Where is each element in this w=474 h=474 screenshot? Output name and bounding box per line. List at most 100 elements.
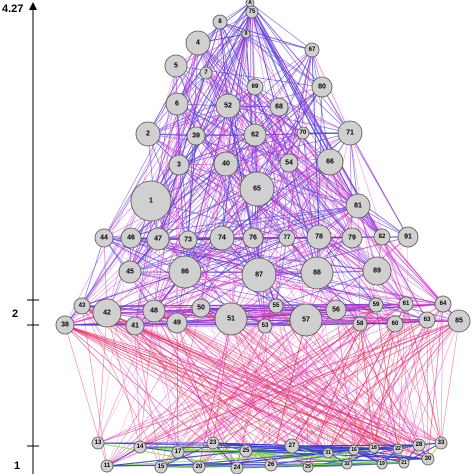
graph-edge xyxy=(327,452,383,465)
node-label: 15 xyxy=(158,464,165,470)
node-circle xyxy=(239,444,253,458)
graph-edge xyxy=(245,33,351,134)
graph-edge xyxy=(349,132,407,305)
node-circle xyxy=(278,229,296,247)
node-circle xyxy=(242,227,264,249)
node-circle xyxy=(348,444,360,456)
graph-edge xyxy=(302,132,353,239)
graph-edge xyxy=(397,303,407,450)
node-circle xyxy=(418,311,436,329)
axis-arrow-icon xyxy=(29,2,37,10)
graph-edge xyxy=(176,322,375,449)
graph-node: 63 xyxy=(418,311,436,329)
axis-tick-label-top: 4.27 xyxy=(2,3,23,15)
graph-edge xyxy=(427,303,444,460)
graph-edge xyxy=(375,304,442,444)
node-label: 33 xyxy=(438,440,445,446)
node-label: 50 xyxy=(197,305,205,312)
graph-edge xyxy=(236,274,260,469)
graph-node: 76 xyxy=(242,227,264,249)
graph-edge xyxy=(103,237,420,446)
graph-edge xyxy=(129,271,375,449)
node-circle xyxy=(289,303,323,337)
node-label: 26 xyxy=(268,462,275,468)
node-label: 85 xyxy=(455,318,463,325)
graph-edge xyxy=(129,271,399,450)
graph-node: 70 xyxy=(296,126,310,140)
node-circle xyxy=(199,66,213,80)
graph-node: 67 xyxy=(304,42,320,58)
node-label: 78 xyxy=(315,234,323,241)
node-label: 38 xyxy=(61,322,69,329)
node-circle xyxy=(398,296,414,312)
node-circle xyxy=(341,458,353,470)
graph-node: 49 xyxy=(166,312,188,334)
node-label: 68 xyxy=(275,104,283,111)
graph-node: 51 xyxy=(214,302,248,336)
node-circle xyxy=(135,121,161,147)
node-label: 28 xyxy=(416,442,423,448)
graph-node: 32 xyxy=(341,458,353,470)
graph-node: 79 xyxy=(341,227,363,249)
graph-edge xyxy=(139,319,307,448)
node-label: 86 xyxy=(181,269,189,276)
node-circle xyxy=(73,297,91,315)
graph-edge xyxy=(197,42,460,322)
graph-edge xyxy=(200,106,280,309)
node-label: 66 xyxy=(326,159,334,166)
graph-node: 39 xyxy=(186,126,206,146)
graph-edge xyxy=(236,319,428,469)
node-label: 49 xyxy=(173,320,181,327)
node-label: 79 xyxy=(348,235,356,242)
graph-edge xyxy=(230,318,272,466)
graph-edge xyxy=(106,312,429,460)
graph-edge xyxy=(318,236,377,306)
graph-edge xyxy=(205,72,396,325)
graph-node: 47 xyxy=(146,227,170,251)
graph-edge xyxy=(264,325,442,444)
graph-edge xyxy=(134,236,320,327)
node-circle xyxy=(264,458,278,472)
graph-edge xyxy=(134,325,141,448)
graph-edge xyxy=(353,319,428,451)
graph-edge xyxy=(335,309,355,451)
graph-edge xyxy=(198,272,318,468)
graph-edge xyxy=(81,305,162,468)
graph-node: 6 xyxy=(165,92,189,116)
graph-edge xyxy=(147,42,199,135)
node-circle xyxy=(191,298,211,318)
node-circle xyxy=(376,458,388,470)
graph-node: 17 xyxy=(171,445,185,459)
node-circle xyxy=(421,452,435,466)
node-circle xyxy=(268,298,284,314)
graph-node: 91 xyxy=(397,226,419,248)
graph-edge xyxy=(106,312,141,448)
graph-edge xyxy=(175,65,304,134)
node-circle xyxy=(434,295,452,313)
graph-edge xyxy=(64,324,309,468)
graph-node: 42 xyxy=(92,298,122,328)
node-label: 16 xyxy=(351,447,357,453)
graph-edge xyxy=(139,446,247,452)
graph-node: 25 xyxy=(239,444,253,458)
graph-edge xyxy=(307,270,378,468)
node-circle xyxy=(246,78,264,96)
node-label: 63 xyxy=(424,317,431,323)
graph-edge xyxy=(134,325,247,452)
node-label: 53 xyxy=(262,323,269,329)
node-label: 56 xyxy=(332,307,340,314)
graph-edge xyxy=(97,312,108,444)
graph-node: 66 xyxy=(316,148,344,176)
graph-edge xyxy=(187,239,293,447)
node-label: 55 xyxy=(273,303,280,309)
graph-edge xyxy=(153,42,199,312)
graph-edge xyxy=(157,238,266,327)
graph-edge xyxy=(106,307,202,467)
node-circle xyxy=(311,76,333,98)
graph-node: 2 xyxy=(135,121,161,147)
graph-edge xyxy=(236,305,277,469)
graph-edge xyxy=(359,323,420,446)
node-label: 89 xyxy=(373,268,381,275)
graph-edge xyxy=(440,320,460,444)
